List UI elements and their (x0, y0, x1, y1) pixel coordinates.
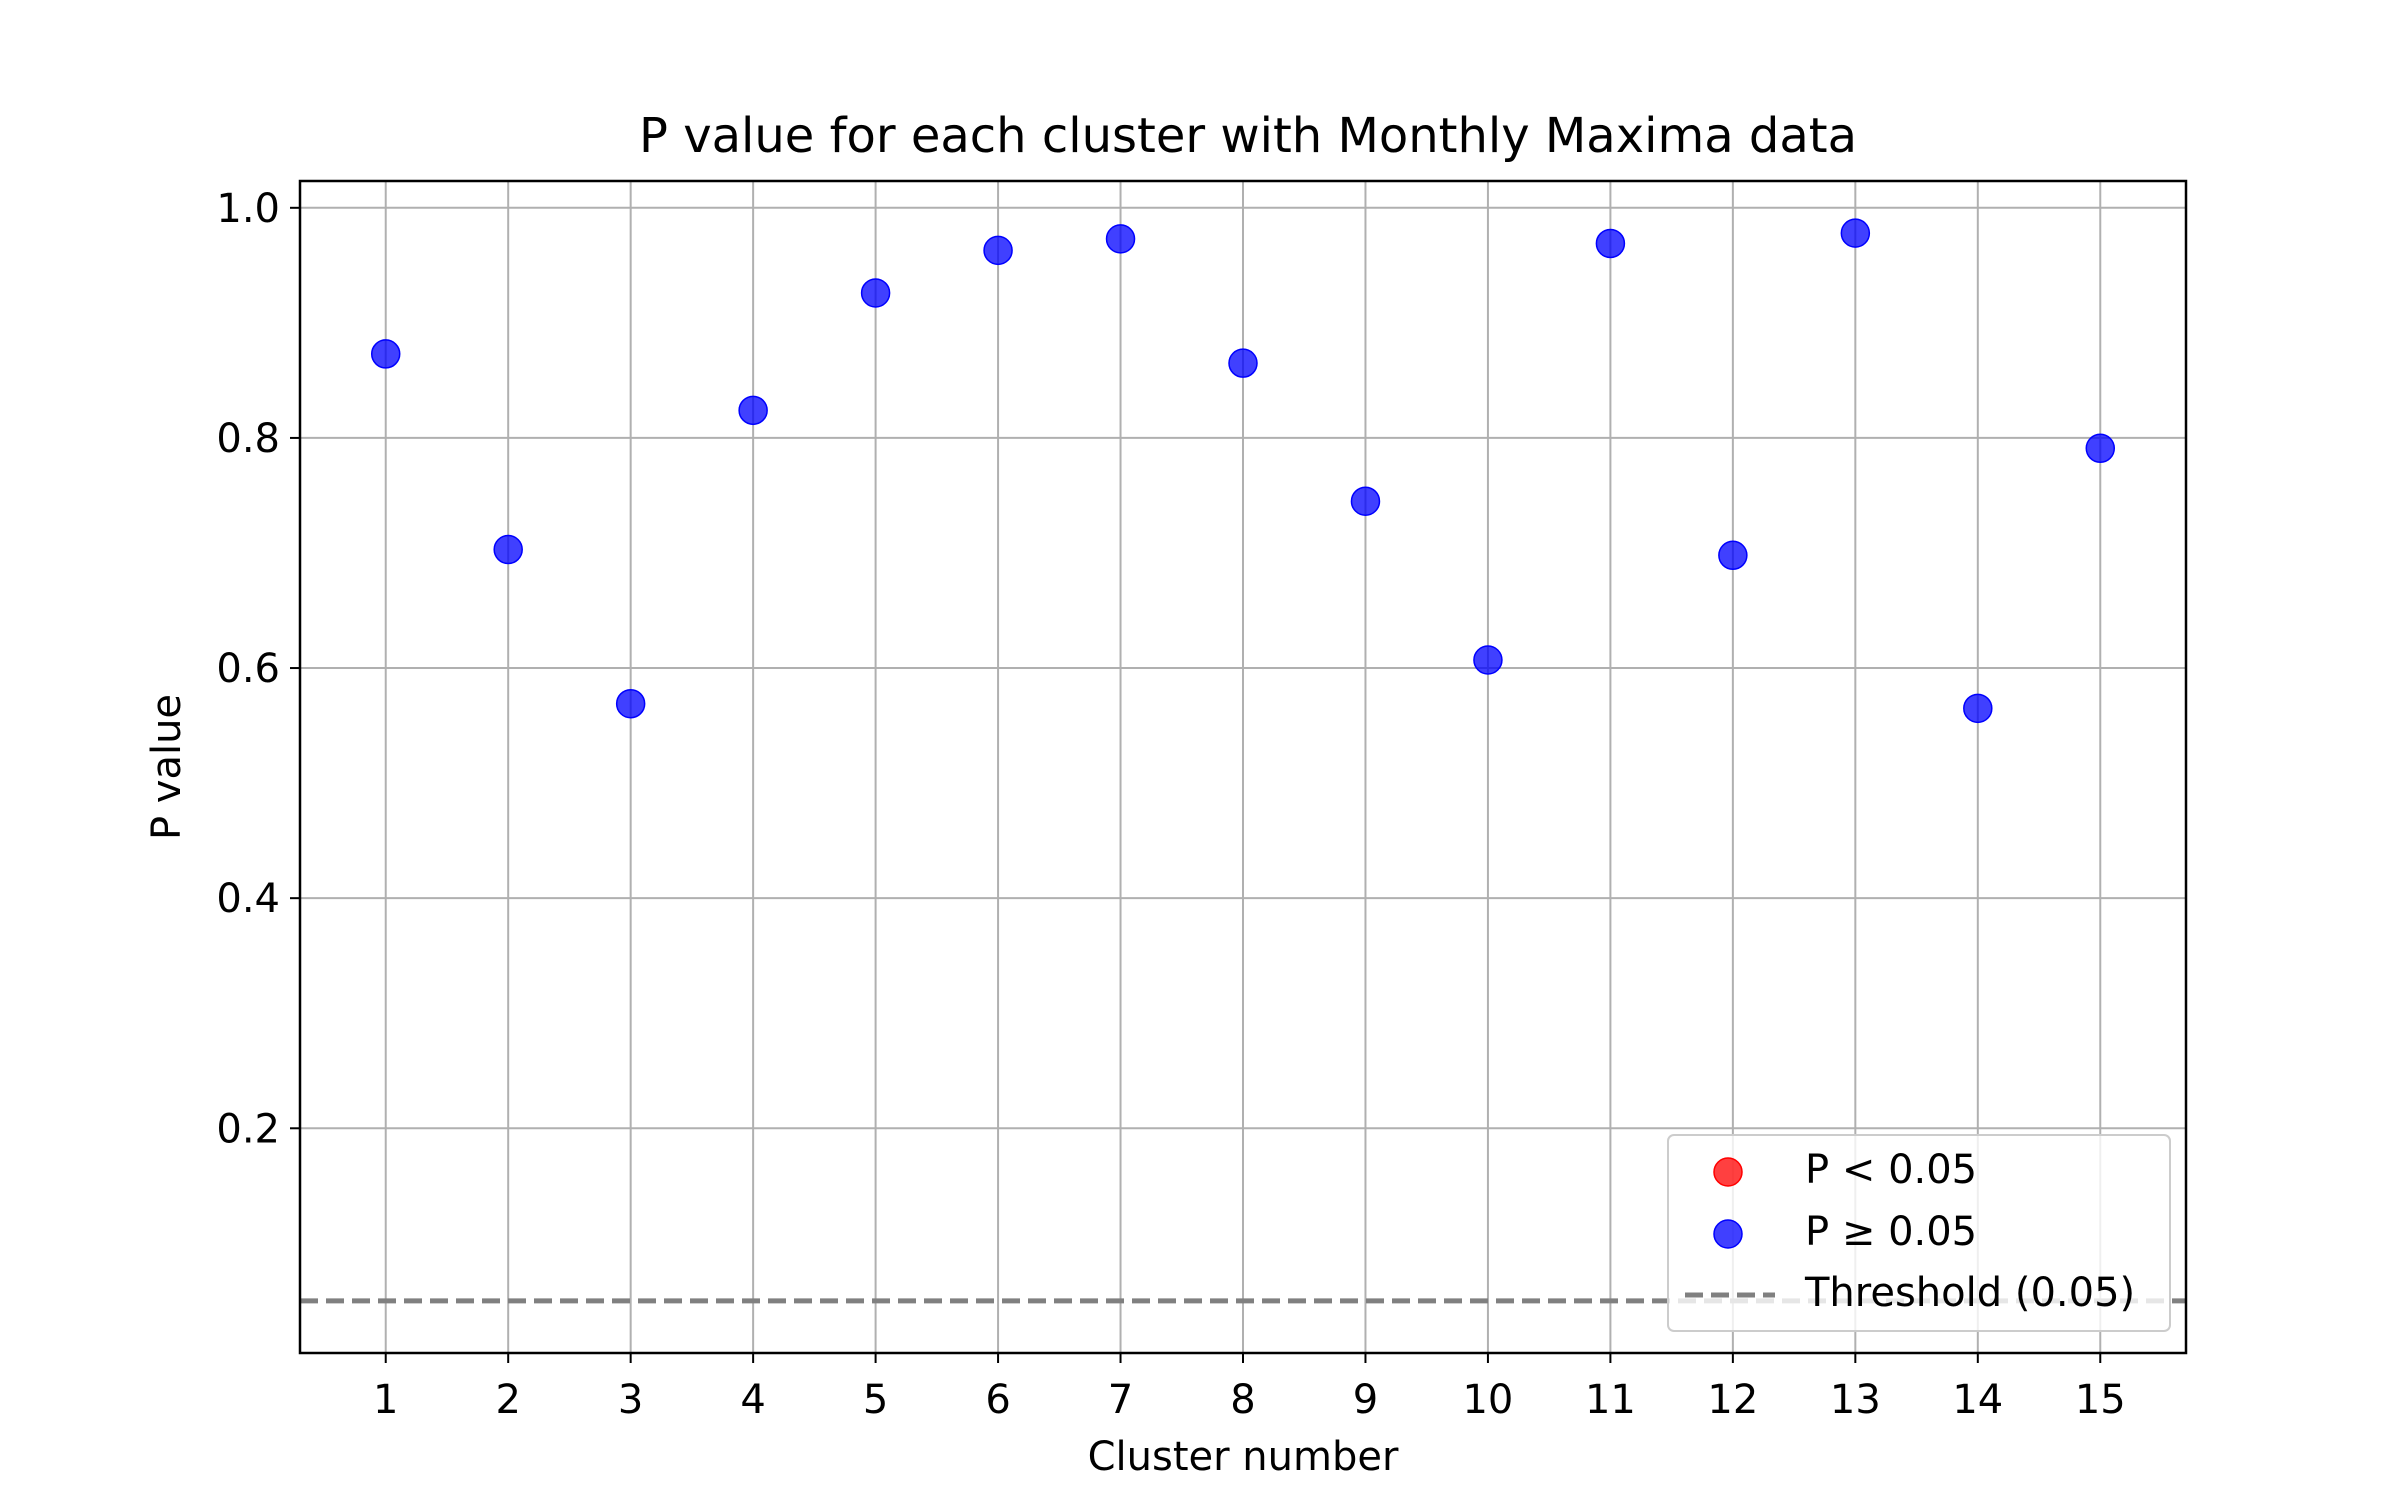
legend-marker-blue (1713, 1219, 1743, 1249)
chart-title: P value for each cluster with Monthly Ma… (639, 108, 1857, 164)
data-point (1473, 645, 1503, 675)
data-point (1718, 540, 1748, 571)
data-point (1840, 218, 1871, 248)
x-tick-label: 15 (2075, 1377, 2126, 1423)
data-points (370, 218, 2116, 724)
x-tick-label: 13 (1830, 1377, 1881, 1423)
x-tick-label: 5 (863, 1377, 888, 1423)
y-tick-label: 0.2 (216, 1106, 280, 1152)
x-tick-label: 2 (495, 1377, 520, 1423)
data-point (1350, 486, 1381, 516)
x-tick-label: 4 (740, 1377, 765, 1423)
data-point (1595, 228, 1626, 259)
grid (300, 181, 2186, 1353)
x-tick-label: 9 (1353, 1377, 1378, 1423)
x-tick-label: 10 (1462, 1377, 1513, 1423)
data-point (1228, 348, 1258, 378)
y-tick-label: 0.4 (216, 876, 280, 922)
data-point (615, 688, 646, 719)
x-tick-label: 8 (1230, 1377, 1255, 1423)
x-axis-title: Cluster number (1088, 1434, 1399, 1480)
legend-label-not-significant: P ≥ 0.05 (1805, 1209, 1977, 1255)
x-tick-label: 7 (1108, 1377, 1133, 1423)
data-point (738, 395, 768, 426)
y-tick-label: 1.0 (216, 186, 280, 232)
legend-marker-red (1713, 1157, 1743, 1187)
data-point (1105, 224, 1136, 254)
data-point (1963, 693, 1993, 724)
legend-label-significant: P < 0.05 (1805, 1147, 1977, 1193)
data-point (493, 534, 523, 565)
x-tick-label: 1 (373, 1377, 398, 1423)
y-tick-label: 0.6 (216, 646, 280, 692)
x-tick-label: 3 (618, 1377, 643, 1423)
legend: P < 0.05 P ≥ 0.05 Threshold (0.05) (1667, 1134, 2171, 1332)
data-point (370, 339, 401, 369)
legend-label-threshold: Threshold (0.05) (1804, 1270, 2135, 1316)
data-point (983, 235, 1013, 266)
plot-frame (298, 179, 2188, 1355)
data-point (860, 278, 891, 308)
axis-ticks: 1 2 3 4 5 6 7 8 9 10 11 12 13 14 150.20.40.60.81.0 (216, 186, 2125, 1423)
legend-box (1667, 1134, 2171, 1332)
x-tick-label: 12 (1707, 1377, 1758, 1423)
y-axis-title: P value (144, 694, 190, 840)
data-point (2085, 433, 2116, 464)
x-tick-label: 11 (1585, 1377, 1636, 1423)
x-tick-label: 14 (1952, 1377, 2003, 1423)
y-tick-label: 0.8 (216, 416, 280, 462)
x-tick-label: 6 (985, 1377, 1010, 1423)
